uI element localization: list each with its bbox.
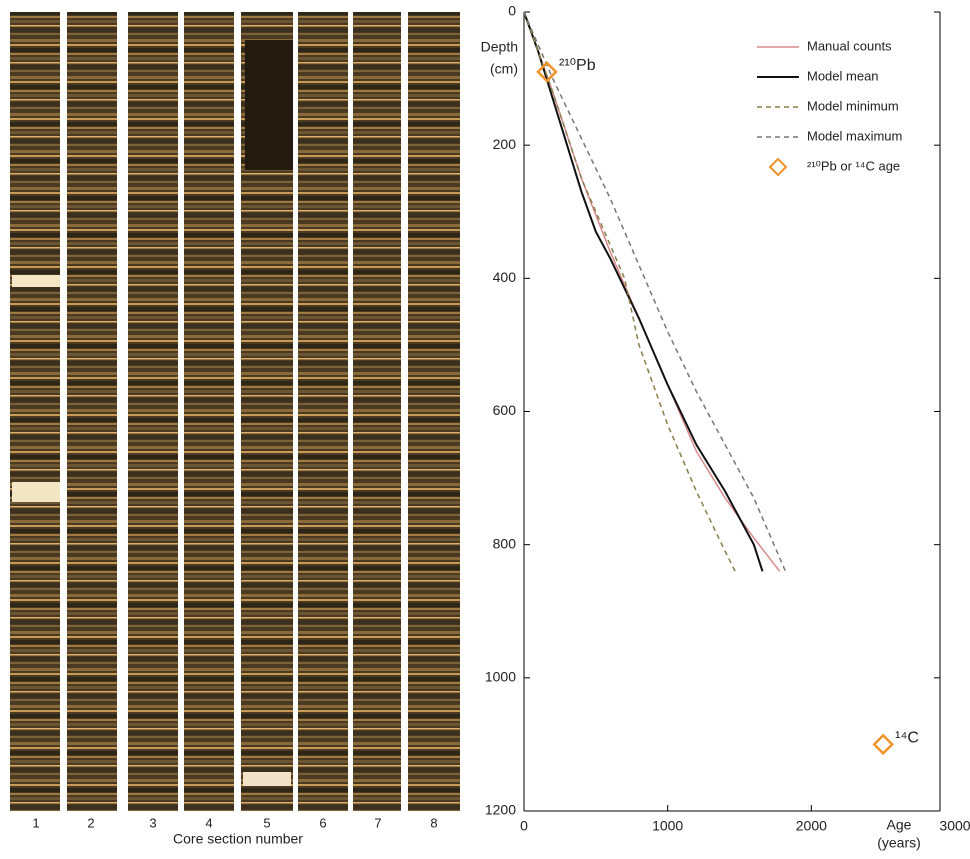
x-tick-label: 2000 (796, 818, 827, 834)
core-label: 4 (205, 815, 212, 830)
y-axis-label: (cm) (490, 61, 518, 77)
core-label: 8 (430, 815, 437, 830)
core-section (184, 12, 234, 811)
core-photo (10, 12, 465, 811)
core-label: 5 (263, 815, 270, 830)
series-line (523, 11, 736, 572)
core-label: 6 (319, 815, 326, 830)
core-gap (245, 40, 293, 170)
x-tick-label: 0 (520, 818, 528, 834)
x-axis-label: Age (887, 817, 912, 833)
core-light-band (243, 772, 291, 786)
core-section (408, 12, 460, 811)
core-label: 3 (149, 815, 156, 830)
core-label: 1 (32, 815, 39, 830)
y-tick-label: 800 (493, 535, 517, 551)
core-label: 7 (374, 815, 381, 830)
y-tick-label: 200 (493, 136, 517, 152)
legend-label: ²¹⁰Pb or ¹⁴C age (807, 158, 900, 173)
y-tick-label: 1000 (485, 669, 516, 685)
photo-xlabel: Core section number (173, 831, 303, 847)
core-label: 2 (87, 815, 94, 830)
series-line (523, 11, 781, 572)
age-marker (536, 61, 558, 83)
x-axis-label: (years) (877, 835, 921, 851)
legend-label: Manual counts (807, 38, 892, 53)
y-tick-label: 1200 (485, 802, 516, 818)
legend-label: Model mean (807, 68, 879, 83)
series-line (523, 11, 764, 572)
core-section (10, 12, 60, 811)
y-tick-label: 400 (493, 269, 517, 285)
legend-swatch (768, 157, 788, 177)
core-section (128, 12, 178, 811)
y-tick-label: 600 (493, 402, 517, 418)
x-tick-label: 3000 (939, 818, 970, 834)
age-marker (872, 733, 894, 756)
x-tick-label: 1000 (652, 818, 683, 834)
core-section (298, 12, 348, 811)
y-tick-label: 0 (508, 3, 516, 19)
age-label: ²¹⁰Pb (559, 57, 596, 74)
legend-label: Model maximum (807, 128, 902, 143)
age-label: ¹⁴C (895, 730, 919, 747)
core-section (67, 12, 117, 811)
series-line (523, 11, 787, 572)
legend-label: Model minimum (807, 98, 899, 113)
core-light-band (12, 275, 60, 287)
core-section (353, 12, 401, 811)
y-axis-label: Depth (481, 39, 518, 55)
core-light-band (12, 482, 60, 502)
